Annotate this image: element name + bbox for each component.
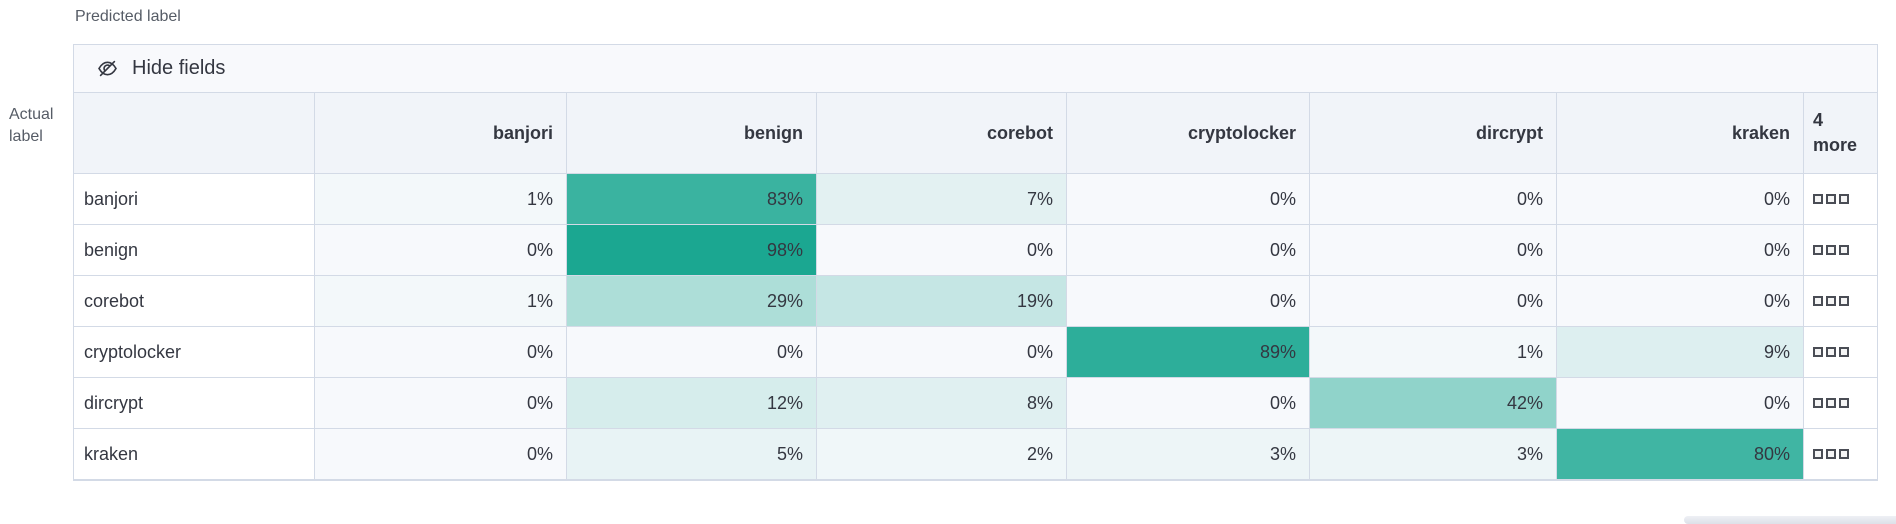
value-cell[interactable]: 5% — [567, 429, 817, 480]
row-actions-button[interactable] — [1804, 429, 1877, 480]
column-header-cryptolocker[interactable]: cryptolocker — [1067, 93, 1310, 174]
column-header-kraken[interactable]: kraken — [1557, 93, 1804, 174]
row-actions-button[interactable] — [1804, 327, 1877, 378]
value-cell[interactable]: 42% — [1310, 378, 1557, 429]
boxes-horizontal-icon — [1826, 347, 1836, 357]
value-cell[interactable]: 0% — [1067, 174, 1310, 225]
value-cell[interactable]: 80% — [1557, 429, 1804, 480]
boxes-horizontal-icon — [1826, 449, 1836, 459]
boxes-horizontal-icon — [1839, 347, 1849, 357]
value-cell[interactable]: 0% — [315, 429, 567, 480]
row-label-cell[interactable]: kraken — [74, 429, 315, 480]
value-cell[interactable]: 7% — [817, 174, 1067, 225]
row-actions-button[interactable] — [1804, 276, 1877, 327]
value-cell[interactable]: 3% — [1067, 429, 1310, 480]
value-cell[interactable]: 12% — [567, 378, 817, 429]
data-grid-toolbar: Hide fields — [74, 45, 1877, 93]
row-label-cell[interactable]: benign — [74, 225, 315, 276]
value-cell[interactable]: 0% — [315, 225, 567, 276]
boxes-horizontal-icon — [1839, 194, 1849, 204]
more-columns-header-text: 4 more — [1813, 108, 1857, 158]
value-cell[interactable]: 0% — [817, 225, 1067, 276]
value-cell[interactable]: 3% — [1310, 429, 1557, 480]
boxes-horizontal-icon — [1826, 398, 1836, 408]
value-cell[interactable]: 1% — [1310, 327, 1557, 378]
value-cell[interactable]: 0% — [315, 327, 567, 378]
data-grid: Hide fields banjori benign corebot cryptolo… — [73, 44, 1878, 481]
value-cell[interactable]: 89% — [1067, 327, 1310, 378]
header-corner-cell — [74, 93, 315, 174]
row-actions-button[interactable] — [1804, 174, 1877, 225]
value-cell[interactable]: 98% — [567, 225, 817, 276]
column-header-dircrypt[interactable]: dircrypt — [1310, 93, 1557, 174]
value-cell[interactable]: 0% — [1557, 276, 1804, 327]
more-word: more — [1813, 135, 1858, 155]
boxes-horizontal-icon — [1826, 245, 1836, 255]
column-header-banjori[interactable]: banjori — [315, 93, 567, 174]
value-cell[interactable]: 0% — [1557, 174, 1804, 225]
row-label-cell[interactable]: corebot — [74, 276, 315, 327]
row-label-cell[interactable]: dircrypt — [74, 378, 315, 429]
value-cell[interactable]: 83% — [567, 174, 817, 225]
boxes-horizontal-icon — [1813, 296, 1823, 306]
boxes-horizontal-icon — [1826, 194, 1836, 204]
hide-fields-button[interactable]: Hide fields — [96, 57, 225, 80]
boxes-horizontal-icon — [1839, 296, 1849, 306]
horizontal-scrollbar-thumb[interactable] — [1684, 516, 1896, 524]
value-cell[interactable]: 19% — [817, 276, 1067, 327]
boxes-horizontal-icon — [1826, 296, 1836, 306]
value-cell[interactable]: 0% — [1067, 225, 1310, 276]
boxes-horizontal-icon — [1813, 194, 1823, 204]
boxes-horizontal-icon — [1839, 398, 1849, 408]
value-cell[interactable]: 0% — [1067, 276, 1310, 327]
value-cell[interactable]: 1% — [315, 174, 567, 225]
more-columns-header[interactable]: 4 more — [1804, 93, 1877, 174]
value-cell[interactable]: 0% — [567, 327, 817, 378]
eye-closed-icon — [96, 57, 119, 80]
value-cell[interactable]: 0% — [1557, 378, 1804, 429]
actual-axis-label-line1: Actual — [9, 106, 54, 123]
actual-axis-label-line2: label — [9, 128, 43, 145]
boxes-horizontal-icon — [1813, 398, 1823, 408]
value-cell[interactable]: 0% — [1310, 174, 1557, 225]
value-cell[interactable]: 8% — [817, 378, 1067, 429]
row-actions-button[interactable] — [1804, 378, 1877, 429]
boxes-horizontal-icon — [1813, 449, 1823, 459]
value-cell[interactable]: 29% — [567, 276, 817, 327]
boxes-horizontal-icon — [1813, 347, 1823, 357]
confusion-grid-table: banjori benign corebot cryptolocker dircrypt… — [74, 93, 1877, 480]
value-cell[interactable]: 9% — [1557, 327, 1804, 378]
boxes-horizontal-icon — [1813, 245, 1823, 255]
row-label-cell[interactable]: banjori — [74, 174, 315, 225]
value-cell[interactable]: 1% — [315, 276, 567, 327]
value-cell[interactable]: 0% — [1310, 225, 1557, 276]
predicted-axis-label: Predicted label — [75, 8, 181, 25]
boxes-horizontal-icon — [1839, 449, 1849, 459]
value-cell[interactable]: 0% — [1067, 378, 1310, 429]
more-count: 4 — [1813, 110, 1824, 130]
value-cell[interactable]: 0% — [1310, 276, 1557, 327]
value-cell[interactable]: 0% — [315, 378, 567, 429]
column-header-corebot[interactable]: corebot — [817, 93, 1067, 174]
value-cell[interactable]: 0% — [1557, 225, 1804, 276]
hide-fields-label: Hide fields — [132, 57, 226, 79]
value-cell[interactable]: 0% — [817, 327, 1067, 378]
actual-axis-label: Actual label — [9, 104, 53, 148]
row-label-cell[interactable]: cryptolocker — [74, 327, 315, 378]
row-actions-button[interactable] — [1804, 225, 1877, 276]
column-header-benign[interactable]: benign — [567, 93, 817, 174]
boxes-horizontal-icon — [1839, 245, 1849, 255]
value-cell[interactable]: 2% — [817, 429, 1067, 480]
